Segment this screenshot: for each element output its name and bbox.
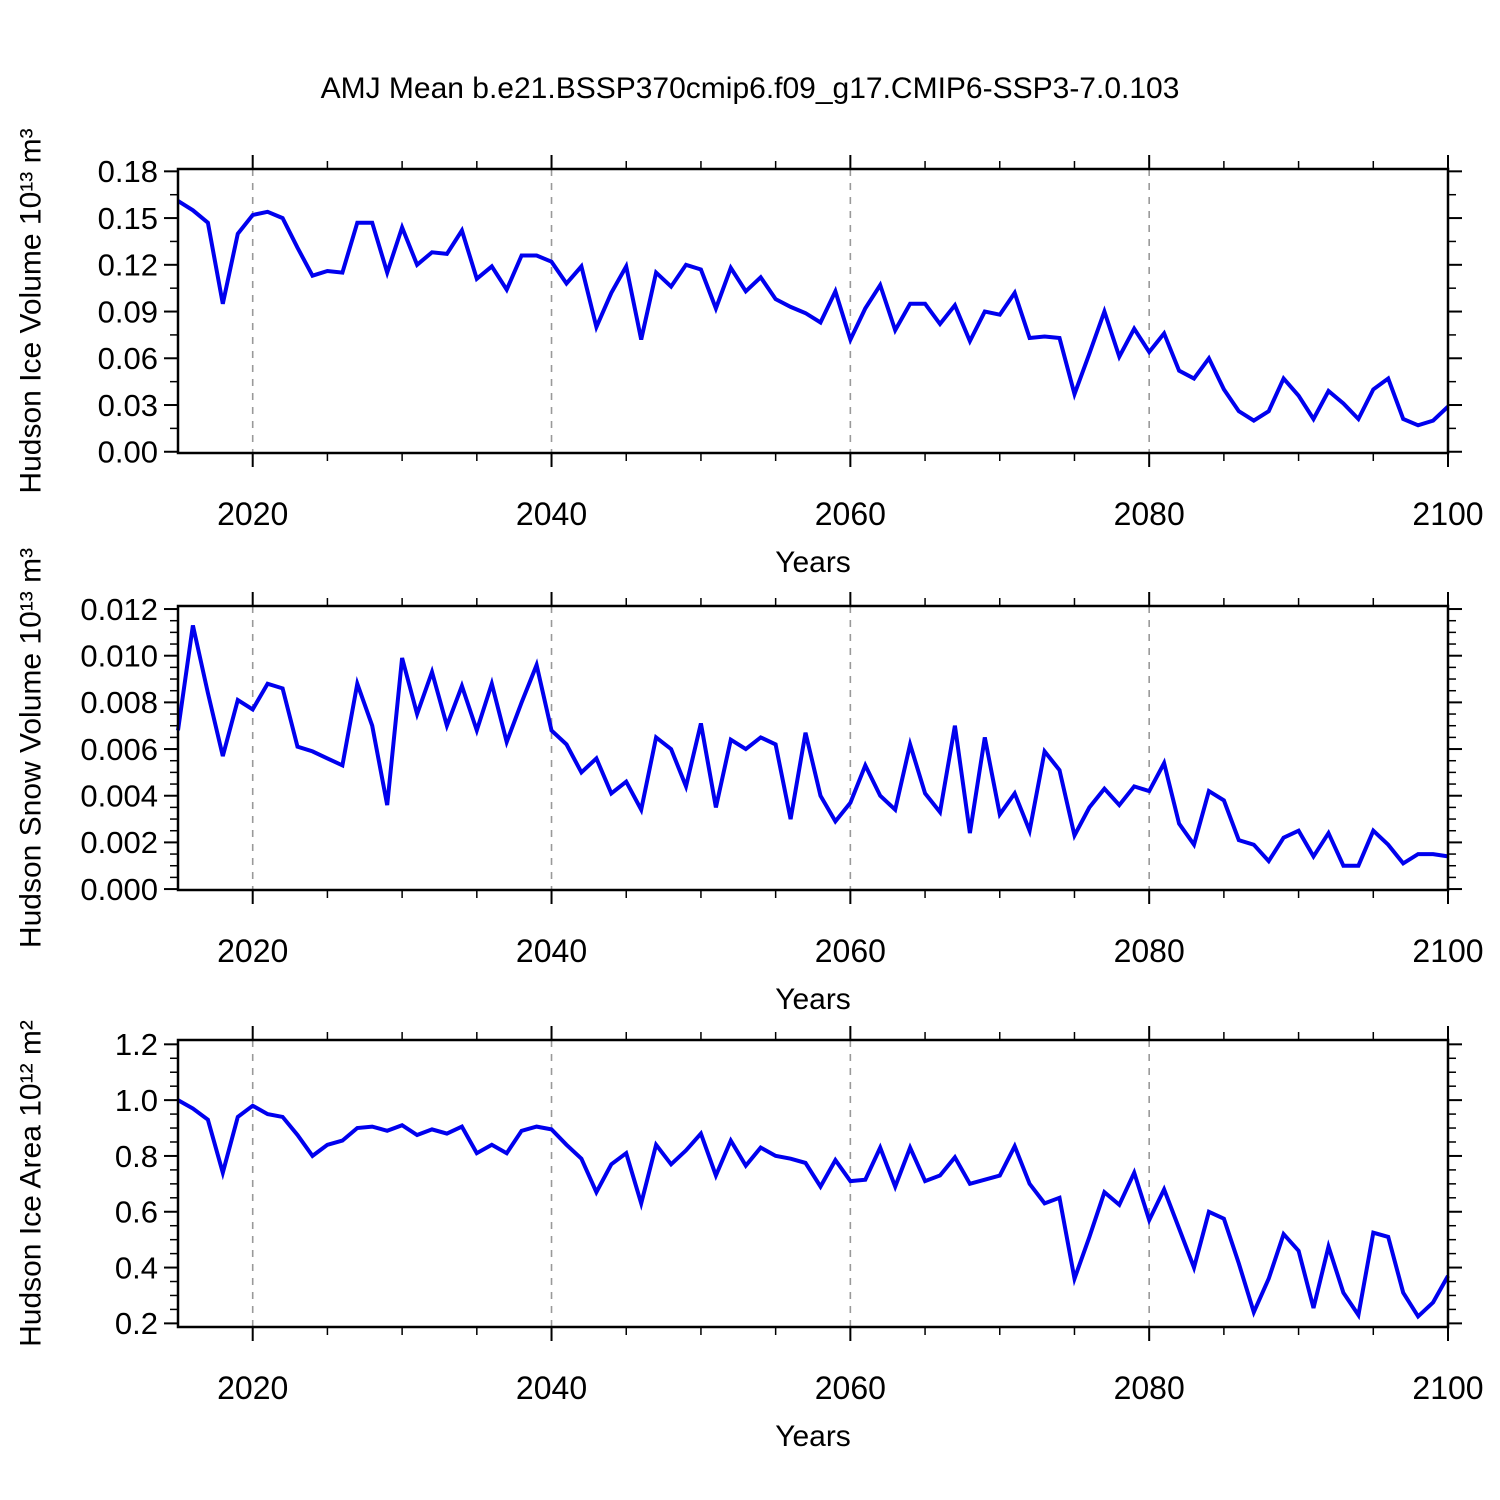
y-tick-label: 0.8 [115, 1139, 158, 1174]
x-tick-label: 2060 [815, 1370, 886, 1406]
y-tick-label: 0.012 [80, 592, 158, 627]
gridlines [251, 1040, 1150, 1327]
y-tick-label: 0.06 [98, 341, 158, 376]
chart-hudson-ice-volume: 2020 2040 2060 2080 2100Years0.000.030.060.0… [15, 128, 1484, 579]
y-tick-label: 0.4 [115, 1250, 158, 1285]
x-tick-label: 2020 [217, 496, 288, 532]
chart-title: AMJ Mean b.e21.BSSP370cmip6.f09_g17.CMIP… [320, 72, 1180, 105]
x-tick-label: 2100 [1412, 1370, 1483, 1406]
y-tick-label: 0.010 [80, 639, 158, 674]
x-tick-label: 2040 [516, 496, 587, 532]
y-tick-label: 0.000 [80, 872, 158, 907]
x-axis-title: Years [775, 546, 851, 579]
y-tick-label: 0.6 [115, 1195, 158, 1230]
y-axis-title: Hudson Ice Area 10¹² m² [15, 1020, 48, 1347]
y-tick-label: 0.00 [98, 435, 158, 470]
y-tick-label: 1.2 [115, 1027, 158, 1062]
y-axis: 0.00 0.03 0.06 0.09 0.12 0.15 0.18 Hudson Ice V… [15, 128, 1462, 494]
y-tick-label: 0.2 [115, 1306, 158, 1341]
x-axis: 2020 2040 2060 2080 2100 Years [217, 155, 1484, 579]
gridlines [251, 169, 1150, 453]
plot-frame [176, 604, 1450, 892]
y-tick-label: 0.002 [80, 825, 158, 860]
x-tick-label: 2060 [815, 933, 886, 969]
y-tick-label: 0.12 [98, 248, 158, 283]
y-axis-title: Hudson Snow Volume 10¹³ m³ [15, 548, 48, 948]
x-tick-label: 2080 [1114, 933, 1185, 969]
y-tick-label: 0.03 [98, 388, 158, 423]
plot-frame [176, 167, 1450, 455]
x-tick-label: 2100 [1412, 933, 1483, 969]
y-axis: 0.000 0.002 0.004 0.006 0.008 0.010 0.012 Hudso… [15, 548, 1462, 948]
y-tick-label: 0.008 [80, 685, 158, 720]
chart-hudson-snow-volume: 2020 2040 2060 2080 2100 Years 0.000 0.002 0.004… [15, 548, 1484, 1016]
y-tick-label: 0.15 [98, 201, 158, 236]
x-tick-label: 2040 [516, 1370, 587, 1406]
x-tick-label: 2040 [516, 933, 587, 969]
x-axis: 2020 2040 2060 2080 2100 Years [217, 1026, 1484, 1453]
x-axis: 2020 2040 2060 2080 2100 Years [217, 592, 1484, 1016]
chart-hudson-ice-area: 2020 2040 2060 2080 2100 Years 0.2 0.4 0.6 0.8 1.0… [15, 1020, 1484, 1453]
x-tick-label: 2080 [1114, 1370, 1185, 1406]
y-tick-label: 0.004 [80, 779, 158, 814]
x-axis-title: Years [775, 983, 851, 1016]
plot-frame [176, 1038, 1450, 1329]
y-tick-label: 1.0 [115, 1083, 158, 1118]
y-axis: 0.2 0.4 0.6 0.8 1.0 1.2 Hudson Ice Area 10¹² m… [15, 1020, 1462, 1347]
y-tick-label: 0.006 [80, 732, 158, 767]
hudson-ice-volume-series-line [176, 199, 1450, 428]
gridlines [251, 606, 1150, 890]
x-tick-label: 2020 [217, 1370, 288, 1406]
hudson-ice-area-series-line [177, 1098, 1450, 1321]
y-tick-label: 0.18 [98, 154, 158, 189]
hudson-snow-volume-series-line [176, 624, 1449, 868]
x-tick-label: 2060 [815, 496, 886, 532]
y-tick-label: 0.09 [98, 294, 158, 329]
x-tick-label: 2100 [1412, 496, 1483, 532]
y-axis-title: Hudson Ice Volume 10¹³ m³ [15, 128, 48, 493]
x-tick-label: 2020 [217, 933, 288, 969]
x-axis-title: Years [775, 1420, 851, 1453]
x-tick-label: 2080 [1114, 496, 1185, 532]
